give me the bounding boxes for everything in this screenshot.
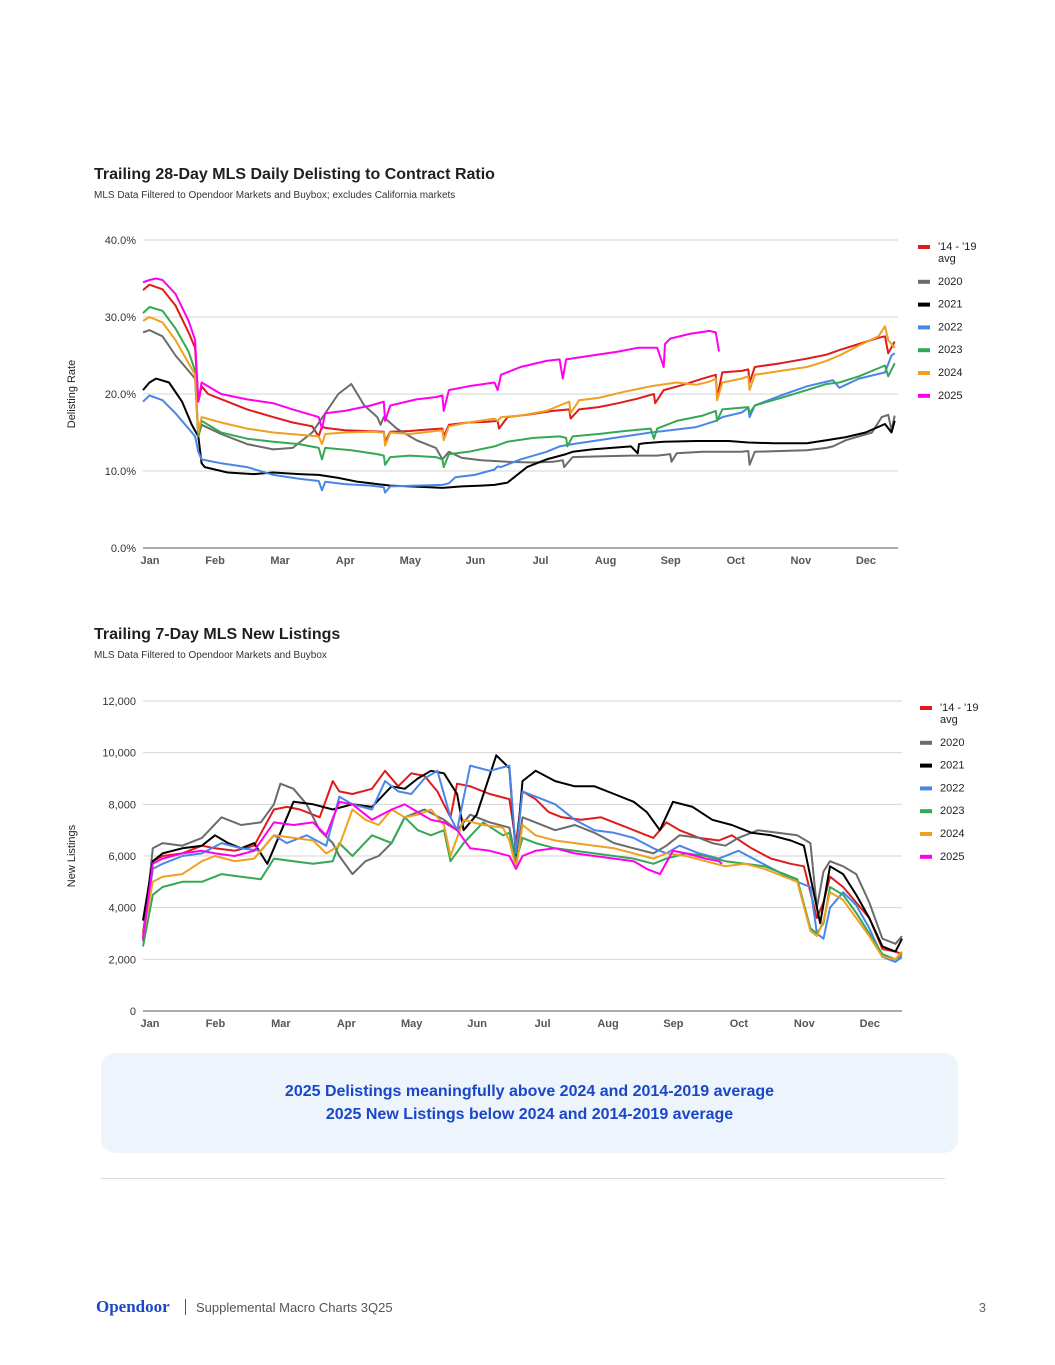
legend-label: avg bbox=[940, 714, 958, 726]
legend-swatch bbox=[920, 786, 932, 791]
chart-subtitle: MLS Data Filtered to Opendoor Markets an… bbox=[94, 190, 456, 201]
legend-label: 2025 bbox=[938, 390, 962, 402]
x-tick-label: Mar bbox=[270, 555, 290, 567]
chart-subtitle: MLS Data Filtered to Opendoor Markets an… bbox=[94, 650, 327, 661]
legend-label: avg bbox=[938, 253, 956, 265]
x-tick-label: Nov bbox=[790, 555, 812, 567]
legend-swatch bbox=[918, 393, 930, 398]
takeaway-callout: 2025 Delistings meaningfully above 2024 … bbox=[101, 1053, 958, 1153]
series-line-2020 bbox=[142, 782, 903, 945]
x-tick-label: Dec bbox=[856, 555, 876, 567]
x-tick-label: Apr bbox=[336, 555, 356, 567]
y-tick-label: 2,000 bbox=[108, 954, 136, 966]
x-tick-label: Oct bbox=[727, 555, 746, 567]
x-tick-label: Sep bbox=[663, 1018, 683, 1030]
series-line-2021 bbox=[142, 754, 903, 953]
x-tick-label: Feb bbox=[206, 1018, 226, 1030]
series-line-2021 bbox=[142, 377, 896, 489]
y-tick-label: 40.0% bbox=[105, 235, 136, 247]
y-tick-label: 0 bbox=[130, 1006, 136, 1018]
y-tick-label: 6,000 bbox=[108, 851, 136, 863]
chart-title: Trailing 7-Day MLS New Listings bbox=[94, 626, 341, 643]
legend-label: 2023 bbox=[940, 805, 964, 817]
y-tick-label: 20.0% bbox=[105, 389, 136, 401]
legend-label: 2022 bbox=[940, 782, 964, 794]
legend-swatch bbox=[918, 325, 930, 330]
x-tick-label: Feb bbox=[205, 555, 225, 567]
legend-swatch bbox=[920, 740, 932, 745]
legend-label: '14 - '19 bbox=[938, 241, 976, 253]
x-tick-label: Aug bbox=[597, 1018, 618, 1030]
series-line-2024 bbox=[142, 316, 896, 447]
new-listings-chart-plot: 0 2,000 4,000 6,000 8,000 10,000 12,000 Jan Feb M… bbox=[66, 696, 978, 1030]
legend-label: 2025 bbox=[940, 851, 964, 863]
footer-separator bbox=[185, 1299, 186, 1315]
x-tick-label: Jan bbox=[141, 1018, 160, 1030]
legend-label: 2024 bbox=[940, 828, 964, 840]
legend-swatch bbox=[918, 302, 930, 307]
x-tick-label: Jun bbox=[466, 555, 486, 567]
x-tick-label: Jul bbox=[533, 555, 549, 567]
legend-label: 2022 bbox=[938, 321, 962, 333]
y-tick-label: 8,000 bbox=[108, 799, 136, 811]
series-line-2023 bbox=[142, 816, 903, 961]
y-axis-label: Delisting Rate bbox=[66, 360, 78, 428]
legend-swatch bbox=[918, 279, 930, 284]
callout-line-1: 2025 Delistings meaningfully above 2024 … bbox=[284, 1083, 775, 1100]
legend-label: 2021 bbox=[940, 760, 964, 772]
y-tick-label: 30.0% bbox=[105, 312, 136, 324]
legend-swatch bbox=[918, 348, 930, 353]
callout-line-2: 2025 New Listings below 2024 and 2014-20… bbox=[325, 1106, 734, 1123]
x-tick-label: Aug bbox=[595, 555, 616, 567]
x-tick-label: Sep bbox=[661, 555, 681, 567]
y-tick-label: 0.0% bbox=[111, 543, 136, 555]
series-line-2025 bbox=[142, 277, 720, 430]
legend-label: 2020 bbox=[938, 276, 962, 288]
series-line-2022 bbox=[142, 764, 903, 963]
divider bbox=[101, 1178, 945, 1179]
footer-text: Supplemental Macro Charts 3Q25 bbox=[196, 1300, 393, 1315]
legend-swatch bbox=[918, 371, 930, 375]
legend-swatch bbox=[920, 763, 932, 768]
y-axis-label: New Listings bbox=[66, 824, 78, 887]
legend-swatch bbox=[920, 706, 932, 710]
series-line-2025 bbox=[142, 800, 723, 939]
x-tick-label: Jul bbox=[535, 1018, 551, 1030]
legend-label: 2023 bbox=[938, 344, 962, 356]
series-line-2023 bbox=[142, 306, 896, 469]
footer: Opendoor Supplemental Macro Charts 3Q25 … bbox=[96, 1297, 986, 1321]
x-tick-label: Jun bbox=[467, 1018, 487, 1030]
y-tick-label: 4,000 bbox=[108, 903, 136, 915]
legend-label: 2024 bbox=[938, 367, 962, 379]
legend-label: 2020 bbox=[940, 737, 964, 749]
series-line-2020 bbox=[142, 329, 896, 469]
series-line-2024 bbox=[142, 808, 903, 961]
y-tick-label: 10.0% bbox=[105, 466, 136, 478]
x-tick-label: Dec bbox=[860, 1018, 880, 1030]
x-tick-label: Apr bbox=[337, 1018, 357, 1030]
delisting-chart-plot: 0.0% 10.0% 20.0% 30.0% 40.0% Jan Feb Mar Apr May J… bbox=[66, 235, 976, 567]
opendoor-logo: Opendoor bbox=[96, 1297, 170, 1316]
x-tick-label: Jan bbox=[141, 555, 160, 567]
legend-swatch bbox=[918, 245, 930, 249]
chart-title: Trailing 28-Day MLS Daily Delisting to C… bbox=[94, 166, 495, 183]
y-tick-label: 12,000 bbox=[102, 696, 136, 708]
x-tick-label: May bbox=[401, 1018, 423, 1030]
legend-swatch bbox=[920, 854, 932, 859]
legend-swatch bbox=[920, 832, 932, 836]
page-number: 3 bbox=[978, 1300, 986, 1315]
x-tick-label: Oct bbox=[730, 1018, 749, 1030]
legend-swatch bbox=[920, 809, 932, 814]
x-tick-label: Nov bbox=[794, 1018, 816, 1030]
x-tick-label: May bbox=[400, 555, 422, 567]
legend-label: '14 - '19 bbox=[940, 702, 978, 714]
legend-label: 2021 bbox=[938, 299, 962, 311]
x-tick-label: Mar bbox=[271, 1018, 291, 1030]
y-tick-label: 10,000 bbox=[102, 748, 136, 760]
